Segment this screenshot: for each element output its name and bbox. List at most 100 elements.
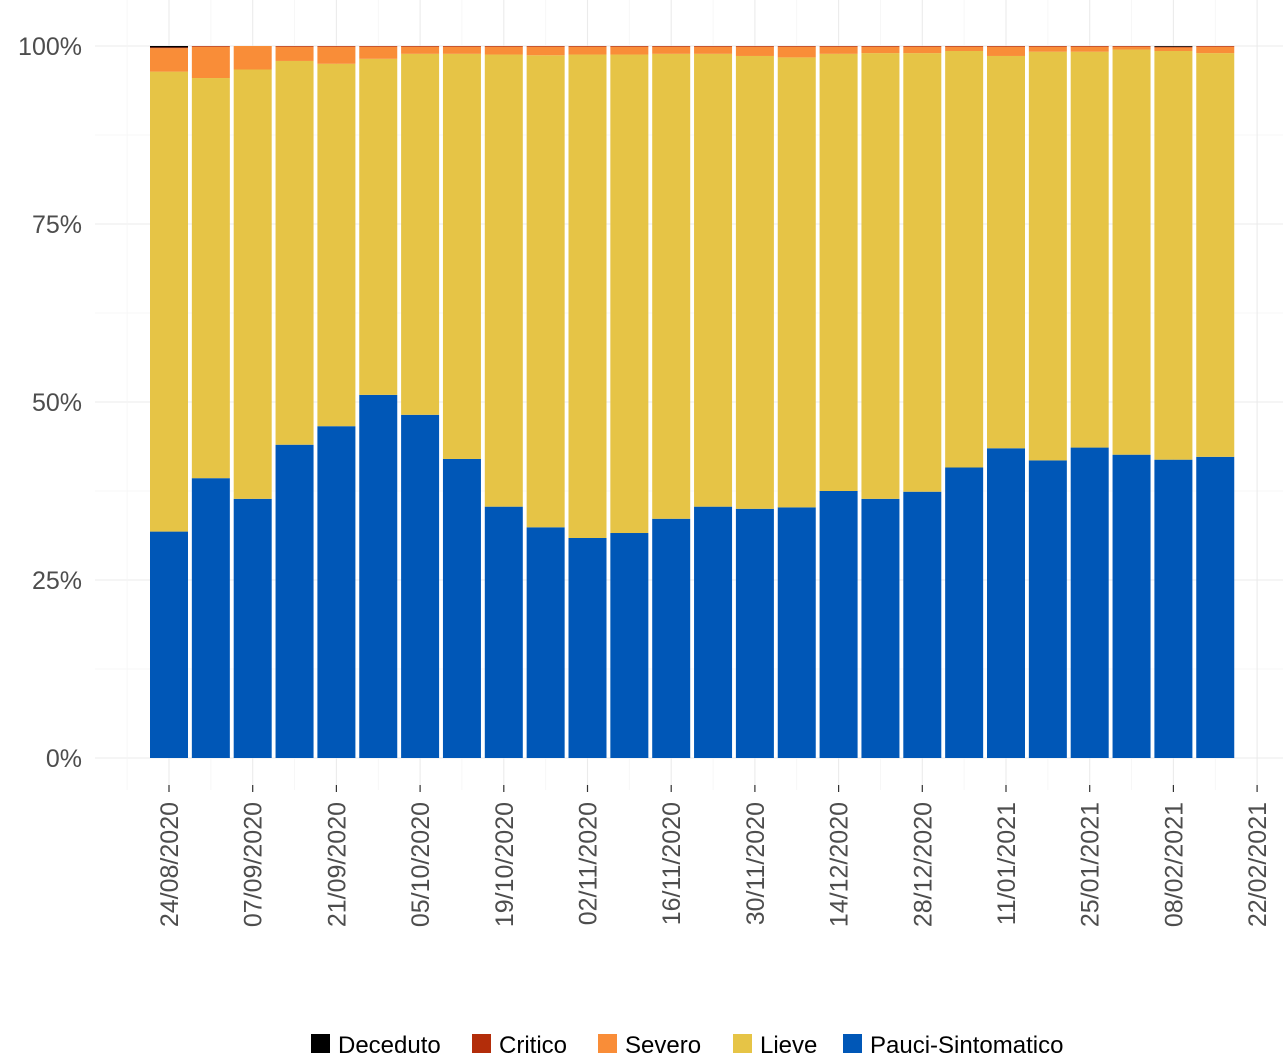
x-tick-label: 28/12/2020 [909,802,937,927]
bar-segment-critico [903,46,942,47]
bar-segment-severo [987,46,1025,56]
bar-segment-severo [401,46,440,54]
x-tick-label: 30/11/2020 [742,802,770,925]
bar-segment-lieve [903,53,942,492]
bar-segment-pauci-sintomatico [442,458,481,758]
bar-segment-pauci-sintomatico [903,491,942,758]
bar-segment-lieve [1154,50,1193,460]
bar-segment-lieve [610,54,649,534]
bar-segment-lieve [150,71,188,532]
legend-label: Pauci-Sintomatico [870,1032,1063,1057]
bar-segment-lieve [987,55,1025,449]
legend-swatch [598,1034,617,1053]
legend-item-pauci-sintomatico[interactable]: Pauci-Sintomatico [843,1032,1063,1059]
bar-segment-severo [861,46,900,54]
bar-segment-pauci-sintomatico [777,507,816,758]
bar-segment-severo [191,46,230,79]
bar-segment-lieve [735,55,774,509]
bar-segment-pauci-sintomatico [1028,460,1067,758]
bar-segment-severo [359,46,398,59]
bar-segment-pauci-sintomatico [652,518,691,758]
bar-segment-pauci-sintomatico [150,531,188,758]
bar-segment-critico [484,46,523,47]
bar-segment-lieve [442,53,481,459]
x-tick-label: 16/11/2020 [658,802,686,925]
bar-segment-critico [861,46,900,47]
bar-segment-lieve [317,63,356,427]
x-tick-label: 05/10/2020 [407,802,435,927]
bar-segment-critico [568,46,607,47]
x-axis: 24/08/2020 07/09/2020 21/09/2020 05/10/2020… [156,785,1272,927]
bar-segment-severo [1070,46,1109,52]
bar-segment-severo [1112,46,1151,50]
bar-segment-pauci-sintomatico [317,426,356,758]
bar-segment-lieve [401,53,440,415]
y-tick-label: 0% [46,745,82,773]
bar-segment-pauci-sintomatico [526,527,565,758]
legend-item-deceduto[interactable]: Deceduto [311,1032,441,1059]
bar-segment-severo [317,46,356,64]
bar-segment-critico [317,46,356,47]
bar-segment-critico [191,46,230,47]
bar-segment-critico [275,46,314,47]
bar-segment-lieve [1070,51,1109,448]
bar-segment-critico [401,46,440,47]
bar-segment-lieve [694,53,733,507]
bar-segment-lieve [861,53,900,499]
legend-item-critico[interactable]: Critico [472,1032,567,1059]
bar-segment-severo [777,46,816,58]
legend-item-lieve[interactable]: Lieve [733,1032,817,1059]
x-tick-label: 07/09/2020 [240,802,268,927]
bar-segment-critico [777,46,816,47]
bar-segment-severo [150,48,188,72]
bar-segment-lieve [945,50,984,468]
bar-segment-severo [568,46,607,55]
legend-swatch [472,1034,491,1053]
bar-segment-pauci-sintomatico [191,478,230,758]
y-tick-label: 25% [32,567,82,595]
bar-segment-severo [526,46,565,56]
bar-segment-pauci-sintomatico [610,533,649,758]
bar-segment-severo [1028,46,1067,52]
bar-segment-severo [819,46,858,54]
legend[interactable]: Deceduto Critico Severo Lieve Pauci-Sintomat… [311,1032,1063,1059]
bar-segment-severo [484,46,523,55]
bar-segment-severo [233,46,272,70]
bar-segment-lieve [484,54,523,507]
bar-segment-pauci-sintomatico [359,394,398,758]
bar-segment-pauci-sintomatico [987,448,1025,758]
x-tick-label: 11/01/2021 [993,802,1021,925]
bar-segment-critico [819,46,858,47]
bar-segment-critico [526,46,565,47]
x-tick-label: 14/12/2020 [826,802,854,927]
bar-segment-critico [442,46,481,47]
x-tick-label: 19/10/2020 [491,802,519,927]
bar-segment-severo [694,46,733,54]
bar-segment-lieve [526,55,565,528]
legend-swatch [843,1034,862,1053]
bar-segment-severo [275,46,314,61]
bar-segment-pauci-sintomatico [233,498,272,758]
bar-segment-pauci-sintomatico [275,444,314,758]
bar-segment-critico [1154,46,1193,48]
bar-segment-pauci-sintomatico [735,508,774,758]
x-tick-label: 24/08/2020 [156,802,184,927]
bar-segment-severo [652,46,691,54]
bar-segment-pauci-sintomatico [401,414,440,758]
bar-segment-lieve [819,53,858,491]
bar-segment-critico [150,47,188,49]
x-tick-label: 08/02/2021 [1160,802,1188,927]
bar-segment-pauci-sintomatico [1196,456,1235,758]
bar-segment-pauci-sintomatico [861,498,900,758]
bar-segment-pauci-sintomatico [945,467,984,758]
bar-segment-critico [1196,46,1235,47]
bar-segment-critico [359,46,398,47]
bar-segment-severo [442,46,481,54]
bar-segment-lieve [191,78,230,479]
bar-segment-severo [735,46,774,56]
x-tick-label: 02/11/2020 [575,802,603,925]
legend-label: Critico [499,1032,567,1057]
bar-segment-lieve [275,60,314,445]
bar-segment-severo [1154,47,1193,51]
legend-item-severo[interactable]: Severo [598,1032,701,1059]
